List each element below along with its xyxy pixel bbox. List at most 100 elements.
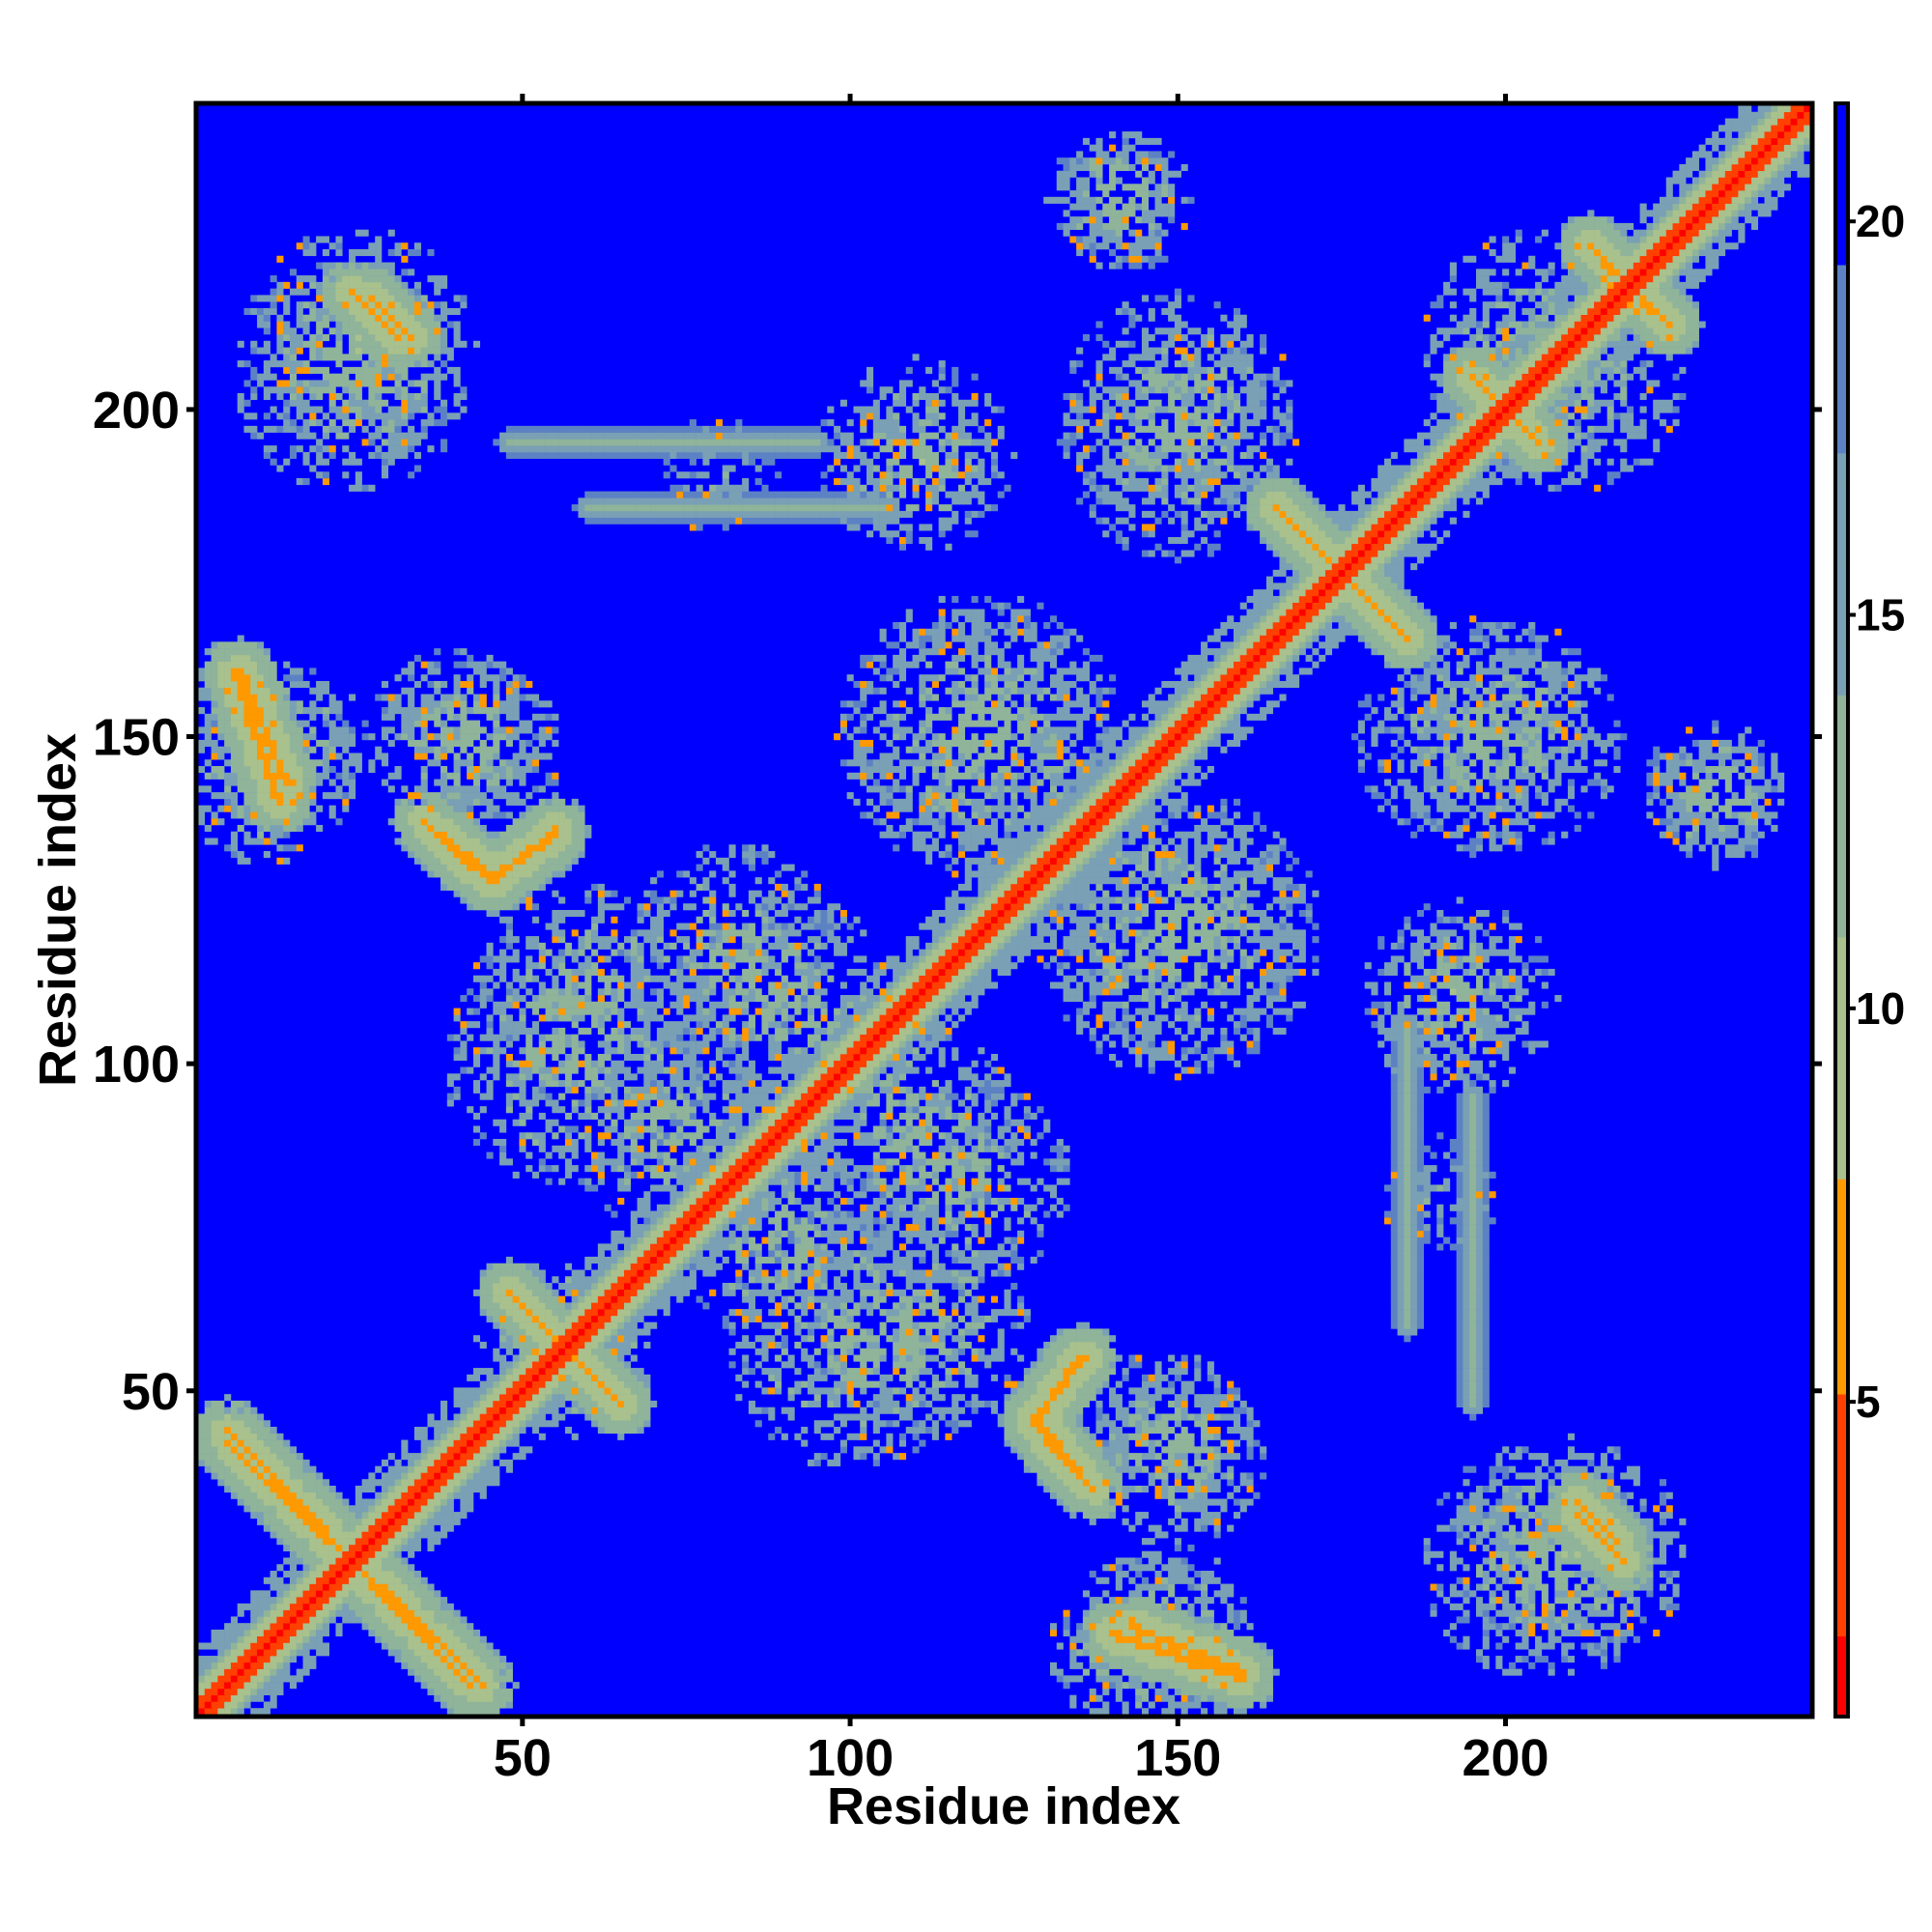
heatmap-cell (467, 1446, 474, 1454)
heatmap-cell (526, 1354, 533, 1362)
heatmap-cell (453, 1642, 461, 1650)
heatmap-cell (584, 1263, 592, 1270)
heatmap-cell (1220, 1623, 1228, 1631)
heatmap-cell (413, 1590, 421, 1598)
heatmap-cell (1633, 1479, 1640, 1487)
heatmap-cell (794, 1276, 802, 1284)
heatmap-cell (1089, 1694, 1096, 1702)
heatmap-cell (289, 1518, 298, 1525)
heatmap-cell (394, 1649, 402, 1657)
heatmap-cell (1102, 1439, 1110, 1447)
heatmap-cell (270, 1512, 277, 1520)
heatmap-cell (224, 1439, 232, 1447)
heatmap-cell (611, 1295, 618, 1303)
heatmap-cell (1194, 1524, 1202, 1532)
heatmap-cell (1049, 1354, 1058, 1362)
heatmap-cell (211, 1400, 218, 1407)
heatmap-cell (413, 1571, 421, 1578)
heatmap-cell (499, 1328, 507, 1336)
heatmap-cell (696, 1250, 703, 1258)
heatmap-cell (1023, 1420, 1031, 1428)
heatmap-cell (1037, 1439, 1044, 1447)
heatmap-cell (1239, 1642, 1247, 1650)
heatmap-cell (538, 1368, 546, 1376)
heatmap-cell (427, 1649, 435, 1657)
heatmap-cell (1115, 1603, 1122, 1610)
heatmap-cell (1213, 1682, 1221, 1690)
heatmap-cell (1030, 1387, 1037, 1395)
heatmap-cell (1416, 1276, 1425, 1284)
heatmap-cell (1201, 1446, 1208, 1454)
heatmap-cell (1659, 1597, 1667, 1605)
heatmap-cell (472, 1387, 481, 1395)
heatmap-cell (440, 1453, 448, 1461)
heatmap-cell (1587, 1518, 1595, 1525)
heatmap-cell (754, 1315, 762, 1322)
heatmap-cell (250, 1453, 258, 1461)
heatmap-cell (486, 1708, 494, 1716)
heatmap-cell (263, 1597, 270, 1605)
heatmap-cell (637, 1413, 644, 1421)
heatmap-cell (938, 1309, 946, 1317)
heatmap-cell (342, 1557, 350, 1565)
heatmap-cell (827, 1263, 835, 1270)
heatmap-cell (945, 1348, 952, 1355)
heatmap-cell (394, 1524, 402, 1532)
heatmap-cell (361, 1609, 369, 1617)
heatmap-cell (1076, 1479, 1084, 1487)
heatmap-cell (1227, 1387, 1235, 1395)
heatmap-cell (898, 1374, 907, 1381)
heatmap-cell (1194, 1479, 1202, 1487)
heatmap-cell (1495, 1453, 1503, 1461)
heatmap-cell (1515, 1512, 1522, 1520)
heatmap-cell (1239, 1498, 1247, 1506)
heatmap-cell (420, 1492, 428, 1499)
heatmap-cell (349, 1597, 356, 1605)
heatmap-cell (997, 1335, 1005, 1343)
heatmap-cell (224, 1427, 232, 1435)
heatmap-cell (1587, 1453, 1595, 1461)
heatmap-cell (1561, 1518, 1569, 1525)
heatmap-cell (472, 1701, 481, 1709)
heatmap-cell (237, 1603, 244, 1610)
heatmap-cell (971, 1302, 979, 1310)
heatmap-cell (1128, 1603, 1136, 1610)
heatmap-cell (460, 1446, 468, 1454)
heatmap-cell (1187, 1485, 1195, 1493)
heatmap-cell (1600, 1453, 1607, 1461)
heatmap-cell (486, 1295, 494, 1303)
heatmap-cell (1187, 1649, 1195, 1657)
heatmap-cell (1574, 1629, 1581, 1637)
heatmap-cell (446, 1649, 454, 1657)
heatmap-cell (512, 1328, 520, 1336)
heatmap-cell (1174, 1485, 1181, 1493)
heatmap-cell (1109, 1335, 1117, 1343)
heatmap-cell (1227, 1701, 1235, 1709)
heatmap-cell (328, 1518, 336, 1525)
heatmap-cell (1076, 1433, 1084, 1440)
heatmap-cell (1043, 1400, 1051, 1407)
heatmap-cell (742, 1309, 750, 1317)
heatmap-cell (1633, 1465, 1640, 1473)
heatmap-cell (472, 1427, 481, 1435)
heatmap-cell (446, 1518, 454, 1525)
heatmap-cell (1102, 1492, 1110, 1499)
heatmap-cell (1069, 1335, 1077, 1343)
heatmap-cell (263, 1656, 270, 1663)
heatmap-cell (375, 1518, 383, 1525)
heatmap-cell (381, 1472, 389, 1480)
heatmap-cell (898, 1335, 907, 1343)
heatmap-cell (1436, 1498, 1444, 1506)
heatmap-cell (283, 1675, 291, 1683)
heatmap-cell (1154, 1368, 1162, 1376)
heatmap-cell (1246, 1439, 1254, 1447)
heatmap-cell (879, 1236, 887, 1244)
heatmap-cell (276, 1609, 284, 1617)
heatmap-cell (1587, 1642, 1595, 1650)
heatmap-cell (1141, 1603, 1150, 1610)
heatmap-cell (355, 1531, 362, 1539)
heatmap-cell (617, 1380, 625, 1388)
heatmap-cell (505, 1302, 513, 1310)
heatmap-cell (1056, 1472, 1064, 1480)
heatmap-cell (1548, 1603, 1555, 1610)
